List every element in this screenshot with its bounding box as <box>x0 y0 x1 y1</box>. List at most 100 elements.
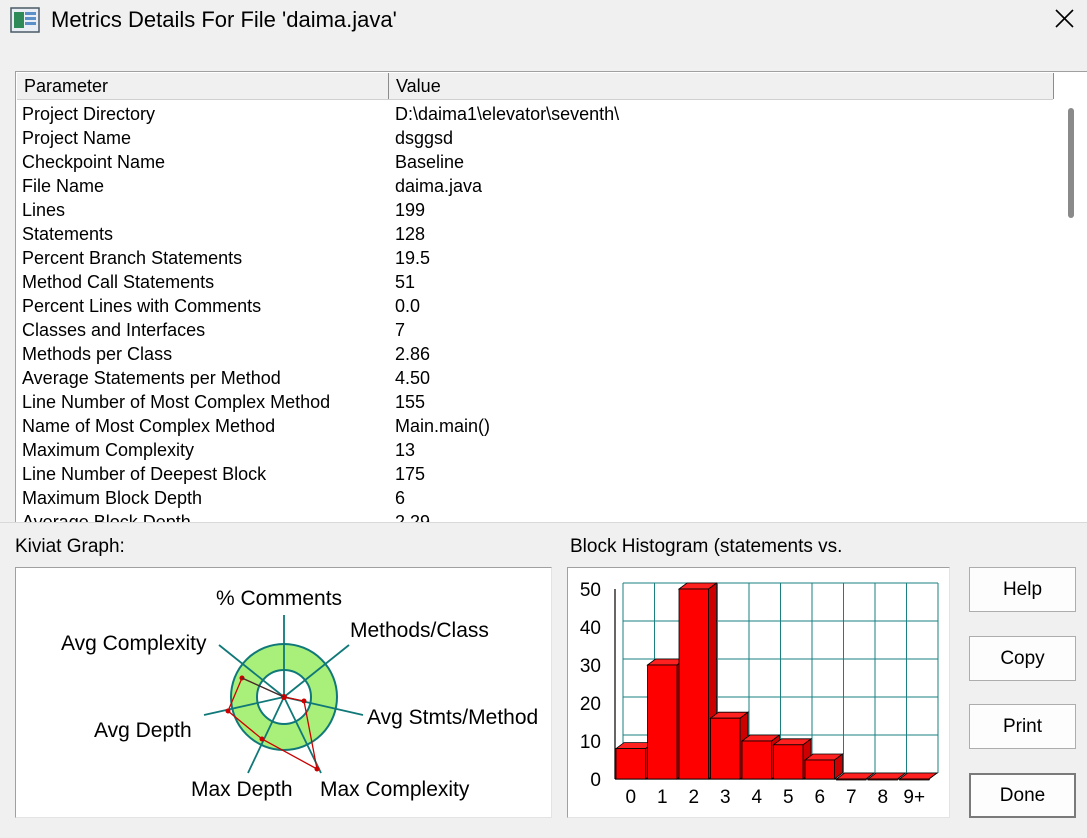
table-row[interactable]: Average Statements per Method 4.50 <box>22 366 1052 390</box>
table-row[interactable]: Maximum Block Depth 6 <box>22 486 1052 510</box>
scrollbar-thumb[interactable] <box>1068 108 1074 218</box>
window-title: Metrics Details For File 'daima.java' <box>51 7 397 32</box>
value-cell: 0.0 <box>395 296 421 316</box>
done-button[interactable]: Done <box>969 773 1076 818</box>
parameter-cell: File Name <box>22 176 105 196</box>
x-tick-label: 6 <box>814 787 825 808</box>
column-header-parameter[interactable]: Parameter <box>17 73 389 99</box>
parameter-cell: Maximum Complexity <box>22 440 195 460</box>
table-body: Project Directory D:\daima1\elevator\seve… <box>22 102 1052 523</box>
print-button[interactable]: Print <box>969 704 1076 749</box>
y-tick-label: 0 <box>590 770 601 791</box>
x-tick-label: 7 <box>846 787 857 808</box>
kiviat-data-polygon <box>225 675 320 772</box>
kiviat-axis-avg-depth: Avg Depth <box>94 719 192 742</box>
x-tick-label: 8 <box>877 787 888 808</box>
parameter-cell: Project Directory <box>22 104 156 124</box>
table-row[interactable]: Percent Lines with Comments 0.0 <box>22 294 1052 318</box>
table-row[interactable]: Checkpoint Name Baseline <box>22 150 1052 174</box>
column-header-value[interactable]: Value <box>389 73 1054 99</box>
kiviat-axes <box>203 615 364 774</box>
table-header: Parameter Value <box>17 73 1054 100</box>
x-tick-label: 2 <box>688 787 699 808</box>
x-tick-label: 9+ <box>903 787 925 808</box>
value-cell: D:\daima1\elevator\seventh\ <box>395 104 620 124</box>
value-cell: Main.main() <box>395 416 491 436</box>
table-row[interactable]: Methods per Class 2.86 <box>22 342 1052 366</box>
table-row[interactable]: Name of Most Complex Method Main.main() <box>22 414 1052 438</box>
section-divider <box>0 522 1087 523</box>
x-tick-label: 1 <box>657 787 668 808</box>
histogram-label: Block Histogram (statements vs. <box>570 536 843 557</box>
table-row[interactable]: Project Name dsggsd <box>22 126 1052 150</box>
kiviat-axis-methods-class: Methods/Class <box>350 619 489 642</box>
help-button[interactable]: Help <box>969 567 1076 612</box>
kiviat-axis-avg-stmts: Avg Stmts/Method <box>367 706 539 729</box>
x-tick-label: 5 <box>783 787 794 808</box>
parameter-cell: Name of Most Complex Method <box>22 416 276 436</box>
kiviat-axis-comments: % Comments <box>216 587 343 610</box>
parameter-cell: Statements <box>22 224 114 244</box>
histogram-bar <box>803 753 844 780</box>
x-tick-label: 3 <box>720 787 731 808</box>
parameter-cell: Maximum Block Depth <box>22 488 203 508</box>
histogram-bar <box>835 772 876 781</box>
parameter-cell: Project Name <box>22 128 132 148</box>
value-cell: 155 <box>395 392 426 412</box>
y-tick-label: 40 <box>580 618 601 639</box>
y-tick-label: 20 <box>580 694 601 715</box>
table-row[interactable]: Line Number of Most Complex Method 155 <box>22 390 1052 414</box>
parameter-cell: Lines <box>22 200 66 220</box>
y-tick-label: 50 <box>580 580 601 601</box>
parameter-cell: Percent Lines with Comments <box>22 296 262 316</box>
copy-button[interactable]: Copy <box>969 636 1076 681</box>
x-tick-label: 0 <box>625 787 636 808</box>
table-row[interactable]: Project Directory D:\daima1\elevator\seve… <box>22 102 1052 126</box>
value-cell: 13 <box>395 440 416 460</box>
parameter-cell: Average Block Depth <box>22 512 191 523</box>
value-cell: 7 <box>395 320 406 340</box>
kiviat-axis-max-depth: Max Depth <box>191 778 293 801</box>
value-cell: 2.29 <box>395 512 431 523</box>
table-row[interactable]: File Name daima.java <box>22 174 1052 198</box>
table-row[interactable]: Average Block Depth 2.29 <box>22 510 1052 523</box>
parameter-cell: Line Number of Deepest Block <box>22 464 267 484</box>
parameter-cell: Checkpoint Name <box>22 152 166 172</box>
table-row[interactable]: Method Call Statements 51 <box>22 270 1052 294</box>
kiviat-graph: % Comments Methods/Class Avg Stmts/Metho… <box>15 567 552 818</box>
parameter-cell: Percent Branch Statements <box>22 248 243 268</box>
block-histogram: 50 40 30 20 10 0 0 1 2 3 4 5 6 7 8 9+ <box>567 567 950 818</box>
table-row[interactable]: Maximum Complexity 13 <box>22 438 1052 462</box>
value-cell: Baseline <box>395 152 465 172</box>
vertical-scrollbar[interactable] <box>1062 100 1086 523</box>
value-cell: 6 <box>395 488 406 508</box>
value-cell: 175 <box>395 464 426 484</box>
value-cell: 51 <box>395 272 416 292</box>
kiviat-label: Kiviat Graph: <box>15 536 125 557</box>
app-icon <box>10 7 40 33</box>
kiviat-axis-max-complexity: Max Complexity <box>320 778 470 801</box>
metrics-table[interactable]: Parameter Value Project Directory D:\daim… <box>15 71 1087 523</box>
y-tick-label: 10 <box>580 732 601 753</box>
parameter-cell: Classes and Interfaces <box>22 320 206 340</box>
table-row[interactable]: Lines 199 <box>22 198 1052 222</box>
title-bar: Metrics Details For File 'daima.java' <box>0 0 1087 44</box>
histogram-bar <box>866 772 907 781</box>
table-row[interactable]: Statements 128 <box>22 222 1052 246</box>
value-cell: 4.50 <box>395 368 431 388</box>
histogram-bar <box>898 772 939 781</box>
value-cell: 19.5 <box>395 248 431 268</box>
value-cell: 128 <box>395 224 426 244</box>
value-cell: daima.java <box>395 176 483 196</box>
parameter-cell: Methods per Class <box>22 344 173 364</box>
table-row[interactable]: Percent Branch Statements 19.5 <box>22 246 1052 270</box>
table-row[interactable]: Line Number of Deepest Block 175 <box>22 462 1052 486</box>
y-tick-label: 30 <box>580 656 601 677</box>
table-row[interactable]: Classes and Interfaces 7 <box>22 318 1052 342</box>
value-cell: 199 <box>395 200 426 220</box>
close-icon[interactable] <box>1041 0 1087 40</box>
parameter-cell: Method Call Statements <box>22 272 215 292</box>
parameter-cell: Average Statements per Method <box>22 368 281 388</box>
value-cell: dsggsd <box>395 128 454 148</box>
